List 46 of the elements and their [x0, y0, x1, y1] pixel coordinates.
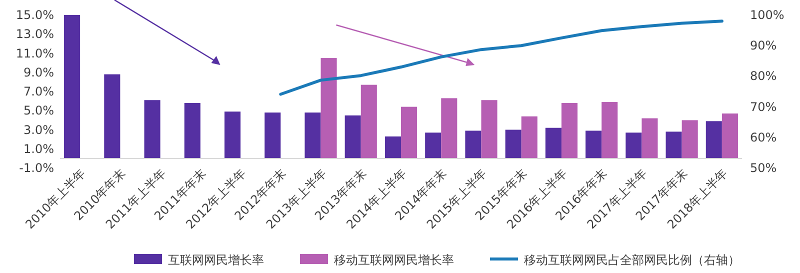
bar — [224, 112, 241, 158]
legend-label: 移动互联网网民占全部网民比例（右轴） — [524, 253, 740, 267]
y2-tick-label: 60% — [750, 130, 777, 144]
y-tick-label: 7.0% — [24, 84, 54, 98]
y2-tick-label: 100% — [750, 8, 784, 22]
bar — [304, 112, 321, 158]
y-tick-label: 3.0% — [24, 122, 54, 137]
bar — [104, 74, 120, 158]
y2-tick-label: 70% — [750, 100, 777, 114]
bar — [64, 15, 80, 158]
legend-label: 移动互联网网民增长率 — [334, 253, 454, 267]
y2-tick-label: 50% — [750, 161, 777, 175]
bar — [561, 102, 578, 158]
bar — [481, 100, 498, 158]
bar — [722, 113, 738, 158]
bar — [666, 132, 682, 158]
y2-tick-label: 90% — [750, 38, 777, 53]
y-tick-label: 11.0% — [16, 46, 54, 60]
y-tick-label: 13.0% — [16, 27, 54, 42]
y-tick-label: 1.0% — [24, 142, 54, 156]
bar — [184, 102, 200, 158]
y-tick-label: 5.0% — [24, 104, 54, 118]
legend-label: 互联网网民增长率 — [168, 253, 264, 267]
bar — [521, 116, 538, 158]
bar — [320, 58, 337, 158]
y-tick-label: -1.0% — [19, 161, 54, 175]
bar — [682, 120, 698, 158]
bar — [264, 112, 281, 158]
bar — [384, 136, 401, 158]
bar — [545, 128, 562, 158]
bar — [626, 132, 642, 158]
bar — [586, 130, 602, 158]
bar — [706, 121, 722, 158]
bar — [401, 106, 418, 158]
y-tick-label: 15.0% — [16, 8, 54, 22]
bar — [465, 130, 482, 158]
y2-tick-label: 80% — [750, 69, 777, 84]
bar — [360, 84, 377, 158]
bar — [144, 100, 160, 158]
bar — [344, 115, 361, 158]
bar — [642, 118, 658, 158]
bar — [441, 98, 458, 158]
bar — [602, 102, 618, 158]
bar — [505, 130, 522, 158]
y-tick-label: 9.0% — [24, 65, 54, 80]
bar — [425, 132, 442, 158]
